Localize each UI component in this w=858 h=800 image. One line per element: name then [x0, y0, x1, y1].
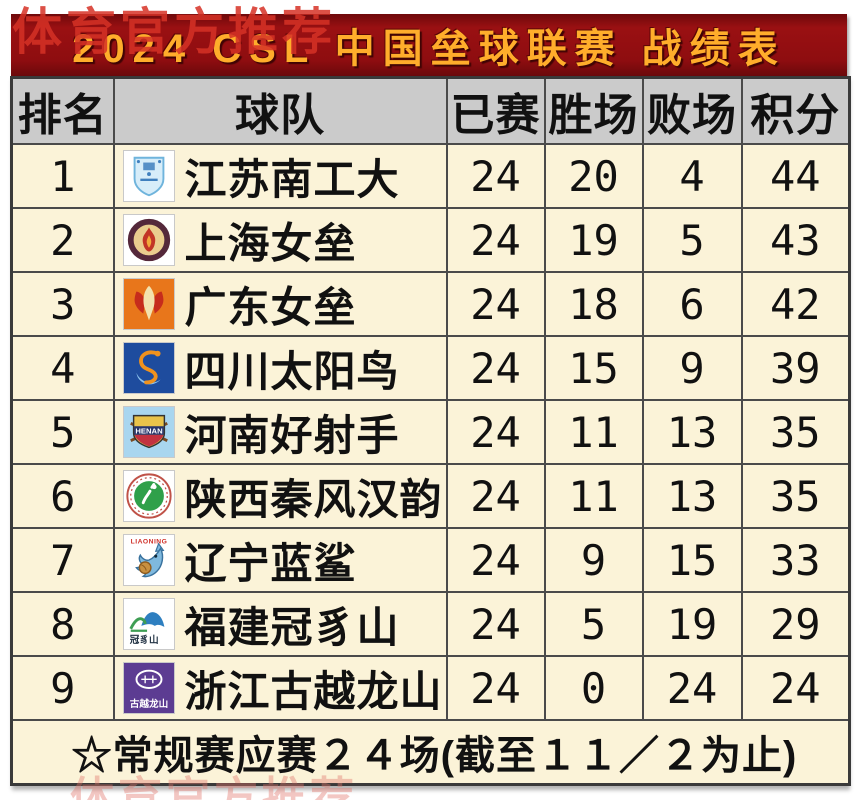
page-title: 2024 CSL 中国垒球联赛 战绩表 — [72, 27, 786, 71]
wins-value: 5 — [543, 591, 644, 657]
losses-value: 13 — [641, 463, 743, 529]
henan-logo-text: HENAN — [135, 426, 163, 435]
table-row: 4 四川太阳鸟 24 15 — [10, 335, 851, 401]
rank-value: 3 — [10, 271, 115, 337]
team-name: 四川太阳鸟 — [184, 347, 400, 395]
team-cell: 古越龙山 浙江古越龙山 — [112, 655, 448, 721]
wins-value: 11 — [543, 399, 644, 465]
team-name: 浙江古越龙山 — [184, 667, 443, 715]
points-value: 35 — [740, 463, 851, 529]
team-cell: 四川太阳鸟 — [112, 335, 448, 401]
played-value: 24 — [445, 335, 546, 401]
table-row: 2 上海女垒 24 19 — [10, 207, 851, 273]
footnote: ☆常规赛应赛２４场(截至１１／２为止) — [10, 719, 851, 785]
played-value: 24 — [445, 399, 546, 465]
team-name: 广东女垒 — [184, 283, 357, 331]
played-value: 24 — [445, 527, 546, 593]
team-name: 陕西秦风汉韵 — [184, 475, 443, 523]
losses-value: 9 — [641, 335, 743, 401]
team-name: 河南好射手 — [184, 411, 400, 459]
points-value: 33 — [740, 527, 851, 593]
table-row: 7 LIAONING 辽宁蓝 — [10, 527, 851, 593]
col-header-played: 已赛 — [445, 76, 546, 145]
team-cell: LIAONING 辽宁蓝鲨 — [112, 527, 448, 593]
team-logo-shanghai-flame-icon — [122, 214, 175, 266]
liaoning-logo-text: LIAONING — [130, 539, 167, 546]
losses-value: 15 — [641, 527, 743, 593]
col-header-rank: 排名 — [10, 76, 115, 145]
losses-value: 13 — [641, 399, 743, 465]
col-header-team: 球队 — [112, 76, 448, 145]
team-cell: 上海女垒 — [112, 207, 448, 273]
points-value: 35 — [740, 399, 851, 465]
played-value: 24 — [445, 143, 546, 209]
points-value: 42 — [740, 271, 851, 337]
losses-value: 5 — [641, 207, 743, 273]
wins-value: 15 — [543, 335, 644, 401]
rank-value: 5 — [10, 399, 115, 465]
table-row: 3 广东女垒 24 18 — [10, 271, 851, 337]
losses-value: 19 — [641, 591, 743, 657]
played-value: 24 — [445, 207, 546, 273]
points-value: 29 — [740, 591, 851, 657]
wins-value: 19 — [543, 207, 644, 273]
team-name: 辽宁蓝鲨 — [184, 539, 357, 587]
played-value: 24 — [445, 271, 546, 337]
team-logo-sichuan-sunbird-icon — [122, 342, 175, 394]
col-header-losses: 败场 — [641, 76, 743, 145]
title-bar: 2024 CSL 中国垒球联赛 战绩表 — [11, 14, 847, 76]
points-value: 39 — [740, 335, 851, 401]
zhejiang-logo-text: 古越龙山 — [129, 698, 167, 710]
points-value: 24 — [740, 655, 851, 721]
team-logo-henan-shield-icon: HENAN — [122, 406, 175, 458]
team-cell: 广东女垒 — [112, 271, 448, 337]
team-name: 福建冠豸山 — [184, 603, 400, 651]
col-header-wins: 胜场 — [543, 76, 644, 145]
team-logo-fujian-mountain-icon: 冠豸山 — [122, 598, 175, 650]
wins-value: 18 — [543, 271, 644, 337]
team-logo-liaoning-shark-icon: LIAONING — [122, 534, 175, 586]
played-value: 24 — [445, 591, 546, 657]
rank-value: 6 — [10, 463, 115, 529]
wins-value: 0 — [543, 655, 644, 721]
team-logo-shaanxi-emblem-icon — [122, 470, 175, 522]
col-header-points: 积分 — [740, 76, 851, 145]
rank-value: 1 — [10, 143, 115, 209]
table-row: 9 古越龙山 浙江古越龙山 24 0 — [10, 655, 851, 721]
standings-table: 排名 球队 已赛 胜场 败场 积分 1 — [10, 76, 851, 786]
table-row: 8 冠豸山 福建冠豸山 24 — [10, 591, 851, 657]
team-cell: 冠豸山 福建冠豸山 — [112, 591, 448, 657]
standings-table-wrap: 排名 球队 已赛 胜场 败场 积分 1 — [10, 76, 851, 786]
wins-value: 11 — [543, 463, 644, 529]
table-row: 5 HENAN 河南好射手 — [10, 399, 851, 465]
rank-value: 2 — [10, 207, 115, 273]
rank-value: 9 — [10, 655, 115, 721]
team-name: 江苏南工大 — [184, 155, 400, 203]
table-header-row: 排名 球队 已赛 胜场 败场 积分 — [10, 76, 851, 145]
table-row: 1 江苏南工大 — [10, 143, 851, 209]
team-logo-jiangsu-shield-icon — [122, 150, 175, 202]
rank-value: 4 — [10, 335, 115, 401]
wins-value: 20 — [543, 143, 644, 209]
rank-value: 8 — [10, 591, 115, 657]
rank-value: 7 — [10, 527, 115, 593]
losses-value: 6 — [641, 271, 743, 337]
played-value: 24 — [445, 463, 546, 529]
fujian-logo-text: 冠豸山 — [129, 634, 158, 646]
team-cell: 江苏南工大 — [112, 143, 448, 209]
points-value: 43 — [740, 207, 851, 273]
played-value: 24 — [445, 655, 546, 721]
team-logo-zhejiang-guyue-icon: 古越龙山 — [122, 662, 175, 714]
team-logo-guangdong-ram-icon — [122, 278, 175, 330]
wins-value: 9 — [543, 527, 644, 593]
points-value: 44 — [740, 143, 851, 209]
losses-value: 4 — [641, 143, 743, 209]
table-row: 6 陕西秦风汉韵 — [10, 463, 851, 529]
team-name: 上海女垒 — [184, 219, 357, 267]
losses-value: 24 — [641, 655, 743, 721]
team-cell: HENAN 河南好射手 — [112, 399, 448, 465]
team-cell: 陕西秦风汉韵 — [112, 463, 448, 529]
table-footer-row: ☆常规赛应赛２４场(截至１１／２为止) — [10, 719, 851, 785]
